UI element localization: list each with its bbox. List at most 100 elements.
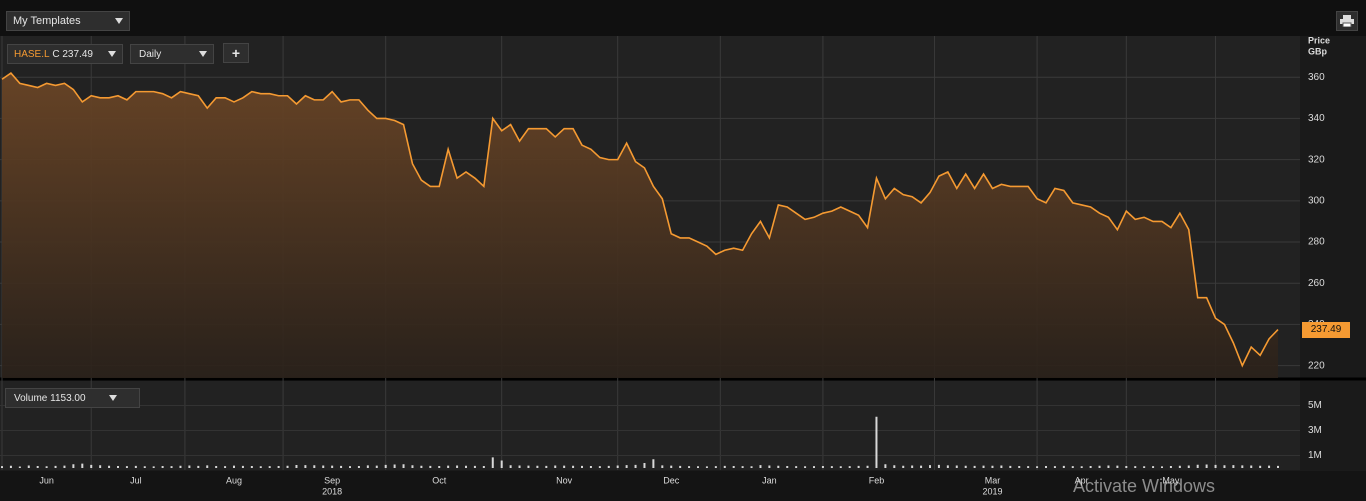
volume-bar xyxy=(1178,465,1181,468)
volume-bar xyxy=(1018,466,1021,468)
volume-bar xyxy=(581,465,583,468)
volume-bar xyxy=(438,466,441,468)
volume-bar xyxy=(331,465,334,468)
x-tick-label: Jan xyxy=(762,475,777,485)
interval: Daily xyxy=(139,48,162,60)
volume-bar xyxy=(563,465,566,468)
volume-dropdown[interactable]: Volume 1153.00 xyxy=(5,388,140,408)
templates-label: My Templates xyxy=(13,15,81,27)
add-button[interactable]: + xyxy=(223,43,249,63)
volume-bar xyxy=(1098,465,1101,468)
volume-value: 1153.00 xyxy=(50,392,86,404)
volume-bar xyxy=(768,465,771,468)
volume-bar xyxy=(18,466,21,468)
volume-bar xyxy=(465,465,467,468)
volume-bar xyxy=(964,465,967,468)
x-tick-label: Mar xyxy=(985,475,1001,485)
volume-bar xyxy=(598,466,601,468)
volume-bar xyxy=(241,465,244,468)
volume-bar xyxy=(697,466,699,468)
volume-bar xyxy=(839,466,842,468)
volume-bar xyxy=(429,465,432,468)
volume-bar xyxy=(1080,466,1083,468)
volume-bar xyxy=(955,465,958,468)
plot-layer: 2202402602803003203403601M3M5MJunJulAugS… xyxy=(0,36,1325,496)
add-label: + xyxy=(231,45,241,61)
volume-bar xyxy=(634,464,637,468)
volume-bar xyxy=(1187,465,1190,468)
volume-bar xyxy=(536,465,539,468)
volume-bar xyxy=(830,466,833,468)
volume-bar xyxy=(705,466,708,468)
print-button[interactable] xyxy=(1336,11,1358,31)
volume-bar xyxy=(233,465,235,468)
volume-bar xyxy=(821,466,824,468)
volume-bar xyxy=(527,465,530,468)
volume-bar xyxy=(152,466,155,468)
interval-dropdown[interactable]: Daily xyxy=(130,44,214,64)
volume-bar xyxy=(500,460,503,468)
volume-tick-label: 1M xyxy=(1308,450,1322,461)
volume-bar xyxy=(545,465,548,468)
volume-bar xyxy=(893,465,896,468)
volume-bar xyxy=(117,466,119,468)
volume-bar xyxy=(54,465,57,468)
volume-bar xyxy=(393,464,396,468)
volume-bar xyxy=(179,465,182,468)
volume-bar xyxy=(143,466,146,468)
volume-bar xyxy=(456,465,459,468)
volume-bar xyxy=(1143,466,1146,468)
volume-bar xyxy=(322,465,325,468)
volume-bar xyxy=(804,466,807,468)
volume-bar xyxy=(277,466,280,468)
templates-dropdown[interactable]: My Templates xyxy=(6,11,130,31)
volume-bar xyxy=(99,465,102,468)
volume-bar xyxy=(902,465,905,468)
ric: HASE.L xyxy=(14,48,50,60)
y-tick-label: 280 xyxy=(1308,237,1325,248)
volume-bar xyxy=(357,466,360,468)
volume-bar xyxy=(1277,465,1279,468)
volume-bar xyxy=(224,466,227,468)
volume-bar xyxy=(1062,465,1065,468)
y-tick-label: 320 xyxy=(1308,154,1325,165)
volume-bar xyxy=(607,465,610,468)
volume-bar xyxy=(1089,466,1092,468)
volume-bar xyxy=(670,465,673,468)
x-tick-label: Jun xyxy=(39,475,54,485)
volume-bar xyxy=(81,463,84,468)
volume-bar xyxy=(1161,466,1163,468)
volume-bar xyxy=(1214,464,1217,468)
volume-bar xyxy=(759,465,762,468)
volume-bar xyxy=(268,466,271,468)
x-tick-label: Nov xyxy=(556,475,573,485)
volume-bar xyxy=(937,464,940,468)
volume-bar xyxy=(1,466,3,468)
x-tick-label: Oct xyxy=(432,475,447,485)
volume-bar xyxy=(1169,466,1172,468)
volume-bar xyxy=(991,465,994,468)
x-tick-label: Dec xyxy=(663,475,680,485)
volume-bar xyxy=(188,465,191,468)
volume-bar xyxy=(215,466,218,468)
volume-bar xyxy=(72,464,75,468)
x-tick-label: Sep xyxy=(324,475,340,485)
volume-bar xyxy=(286,465,289,468)
axis-panel xyxy=(1300,36,1366,470)
volume-bar xyxy=(134,465,137,468)
instrument-dropdown[interactable]: HASE.L C 237.49 xyxy=(7,44,123,64)
volume-bar xyxy=(1223,465,1226,468)
x-tick-label: Jul xyxy=(130,475,142,485)
volume-bar xyxy=(1232,465,1235,468)
volume-bar xyxy=(1259,465,1262,468)
volume-bar xyxy=(375,465,378,468)
volume-label: Volume xyxy=(14,392,48,404)
watermark: Activate Windows xyxy=(1073,476,1215,496)
volume-bar xyxy=(857,465,860,468)
volume-bar xyxy=(259,466,262,468)
volume-bar xyxy=(652,459,655,468)
volume-bar xyxy=(866,465,869,468)
x-tick-label: Feb xyxy=(869,475,885,485)
x-tick-label: May xyxy=(1162,475,1180,485)
volume-bar xyxy=(741,466,744,468)
